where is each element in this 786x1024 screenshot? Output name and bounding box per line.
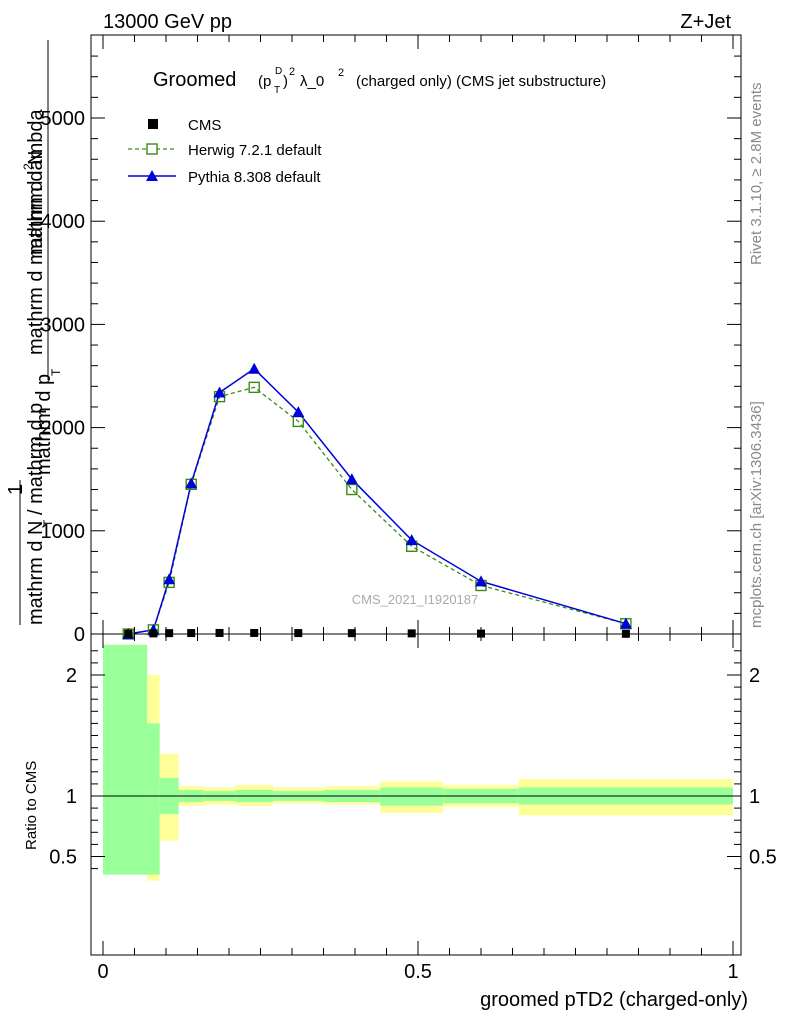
cms-point [124,629,133,638]
ratio-tick-label: 1 [66,786,77,808]
ratio-tick-label-right: 0.5 [749,847,777,869]
cms-point [165,629,174,638]
ylabel-numerator-sup: 2 [21,163,35,170]
cms-point [407,629,416,638]
pythia-point [248,362,261,374]
ratio-tick-label-right: 1 [749,786,760,808]
header-right: Z+Jet [680,11,731,33]
pythia-point [185,477,198,489]
title-suffix: (charged only) (CMS jet substructure) [356,73,606,90]
pythia-point [292,406,305,418]
header-left: 13000 GeV pp [103,11,232,33]
axis-ticks: 0 1000 2000 3000 4000 5000 0.5 0.5 1 1 2 2 0 0.5 1 [41,35,777,983]
legend-cms-marker [148,119,158,129]
x-tick-label: 0 [97,961,108,983]
pythia-point [345,473,358,485]
y-tick-label: 0 [74,624,85,646]
pythia-point [619,617,632,629]
title-sub-t: T [274,85,280,96]
title-lambda: λ_0 [300,73,324,90]
cms-point [621,629,630,638]
ylabel-numerator: mathrm d [25,171,47,255]
y-tick-label: 5000 [41,108,86,130]
cms-point [187,629,196,638]
cms-point [215,628,224,637]
title-sup-2: 2 [289,66,295,78]
y-tick-label: 3000 [41,314,86,336]
ratio-bands [103,644,733,881]
ratio-plot-frame [90,633,742,956]
mcplots-label: mcplots.cern.ch [arXiv:1306.3436] [748,401,765,628]
ratio-tick-label: 2 [66,665,77,687]
y-tick-label: 1000 [41,521,86,543]
y-tick-label: 2000 [41,418,86,440]
ylabel-numerator-n: N [25,151,47,165]
title-main: Groomed [153,69,236,91]
watermark: CMS_2021_I1920187 [352,592,479,607]
herwig-point [248,381,260,394]
cms-point [294,629,303,638]
cms-point [347,629,356,638]
ylabel-prefix-numer: 1 [5,484,27,495]
ratio-ylabel: Ratio to CMS [23,761,40,850]
legend: CMS Herwig 7.2.1 default Pythia 8.308 de… [128,117,322,186]
cms-point [250,628,259,637]
title-close: ) [283,73,288,90]
title-sup-d: D [275,66,282,77]
ylabel-denominator: mathrm d mathrm d lambda [25,108,47,355]
cms-point [477,629,485,638]
pythia-point [475,575,487,587]
title-formula: (p [258,73,271,90]
plot-title: Groomed (p D T ) 2 λ_0 2 (charged only) … [153,66,606,96]
legend-herwig-marker [146,143,158,155]
cms-point [149,629,158,638]
legend-pythia-marker [146,170,158,181]
rivet-label: Rivet 3.1.10, ≥ 2.8M events [748,83,765,266]
ratio-band-inner [380,787,444,806]
ylabel-prefix-denom-sub: T [41,519,55,527]
legend-pythia-label: Pythia 8.308 default [188,169,321,186]
pythia-point [163,573,176,585]
series-layer [122,362,632,640]
ylabel-denominator-sub: T [49,368,63,376]
ylabel-denominator-p: mathrm d p [33,374,55,475]
ratio-tick-label: 0.5 [49,847,77,869]
ylabel-prefix-denom: mathrm d N / mathrm d p [25,403,47,625]
y-tick-label: 4000 [41,211,86,233]
x-tick-label: 0.5 [404,961,432,983]
x-tick-label: 1 [727,961,738,983]
x-axis-label: groomed pTD2 (charged-only) [480,989,748,1011]
legend-cms-label: CMS [188,117,221,134]
herwig-point [346,483,358,496]
pythia-point [405,534,418,546]
ratio-band-inner [147,723,160,875]
ratio-band-inner [103,644,148,875]
legend-herwig-label: Herwig 7.2.1 default [188,142,322,159]
ratio-tick-label-right: 2 [749,665,760,687]
y-axis-label: mathrm d 2 N mathrm d mathrm d lambda 1 … [5,40,63,625]
pythia-point [213,386,226,398]
title-lambda-sup: 2 [338,67,344,79]
